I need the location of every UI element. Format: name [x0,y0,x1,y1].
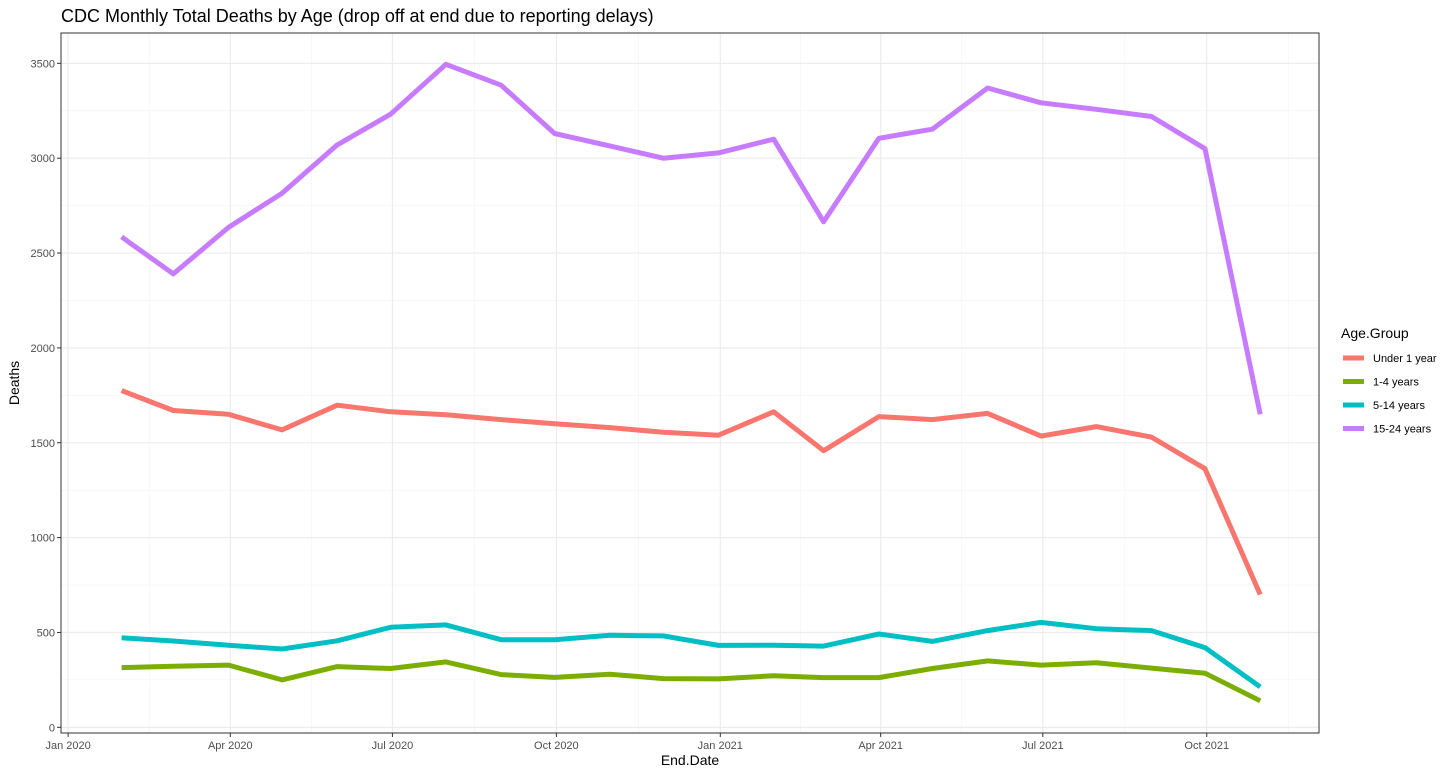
y-tick-label: 500 [37,627,55,639]
x-tick-label: Oct 2021 [1184,740,1229,752]
x-tick-label: Jul 2020 [372,740,414,752]
x-axis-title: End.Date [661,752,720,768]
series-line-15-24-years [120,61,1263,415]
major-x-grid [67,33,1208,733]
series-line-1-4-years [121,658,1262,704]
y-axis-title: Deaths [6,361,22,405]
x-tick-label: Apr 2020 [208,740,253,752]
x-tick-label: Jan 2020 [45,740,90,752]
y-tick-label: 0 [49,722,55,734]
y-axis-ticks: 0 500 1000 1500 2000 2500 3000 3500 [31,58,61,734]
y-tick-label: 1000 [31,533,55,545]
x-tick-label: Jul 2021 [1022,740,1064,752]
x-tick-label: Oct 2020 [534,740,579,752]
plot-panel-border [60,32,1320,734]
legend-title: Age.Group [1341,325,1409,341]
y-tick-label: 1500 [31,438,55,450]
minor-x-grid [148,33,1290,733]
series-lines [120,61,1263,704]
chart-title: CDC Monthly Total Deaths by Age (drop of… [61,6,654,26]
legend-label-1-4-years: 1-4 years [1373,377,1419,389]
y-tick-label: 3000 [31,153,55,165]
legend-label-under-1-year: Under 1 year [1373,353,1437,365]
legend: Age.Group Under 1 year 1-4 years 5-14 year… [1341,325,1437,436]
plot-panel [61,33,1319,733]
y-tick-label: 2000 [31,343,55,355]
x-tick-label: Jan 2021 [698,740,743,752]
y-tick-label: 3500 [31,58,55,70]
x-axis-ticks: Jan 2020 Apr 2020 Jul 2020 Oct 2020 Jan 2021… [45,733,1229,752]
minor-y-grid [61,110,1319,681]
legend-label-15-24-years: 15-24 years [1373,424,1432,436]
y-tick-label: 2500 [31,248,55,260]
x-tick-label: Apr 2021 [858,740,903,752]
series-line-5-14-years [121,619,1262,689]
major-y-grid [61,62,1319,728]
legend-items: Under 1 year 1-4 years 5-14 years 15-24 yea… [1343,353,1437,436]
legend-label-5-14-years: 5-14 years [1373,400,1425,412]
series-line-under-1-year [120,388,1263,596]
